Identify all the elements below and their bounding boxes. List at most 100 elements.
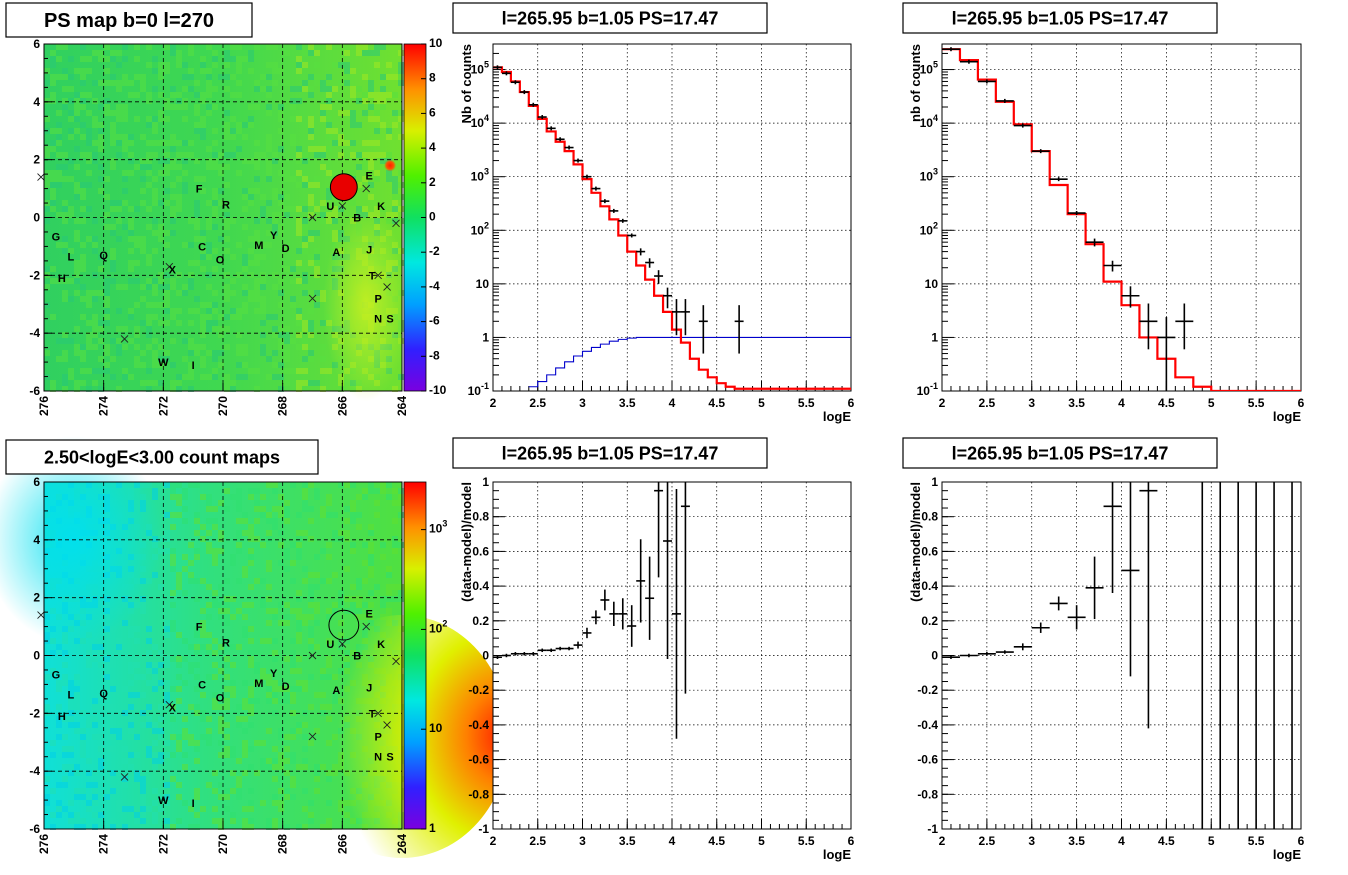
panel-5-x-tick-label: 3 bbox=[1028, 834, 1035, 848]
panel-0-colorbar-label: -6 bbox=[429, 314, 440, 328]
panel-3-source-label: A bbox=[332, 685, 340, 697]
panel-4-y-tick-label: 0.4 bbox=[472, 579, 489, 593]
panel-0-source-label: H bbox=[58, 273, 66, 285]
panel-3-source-label: J bbox=[366, 682, 372, 694]
panel-3-y-tick-label: -6 bbox=[29, 822, 40, 836]
panel-3-y-tick-label: 0 bbox=[33, 649, 40, 663]
panel-0-colorbar-label: -4 bbox=[429, 279, 440, 293]
panel-4-y-tick-label: 0.8 bbox=[472, 510, 489, 524]
panel-4-x-tick-label: 3.5 bbox=[619, 834, 636, 848]
panel-3-source-label: N bbox=[374, 752, 382, 764]
panel-5-y-tick-label: 0.2 bbox=[921, 614, 938, 628]
panel-0-warm-region bbox=[323, 207, 410, 402]
panel-2-x-tick-label: 3.5 bbox=[1068, 396, 1085, 410]
panel-0-colorbar-label: -8 bbox=[429, 348, 440, 362]
panel-4-x-axis-label: logE bbox=[823, 847, 851, 862]
panel-4-series-area bbox=[493, 482, 690, 739]
panel-1-x-tick-label: 2.5 bbox=[529, 396, 546, 410]
panel-3-source-label: K bbox=[377, 639, 385, 651]
panel-4-y-tick-label: -0.2 bbox=[468, 683, 489, 697]
panel-4-y-tick-label: -0.4 bbox=[468, 718, 489, 732]
panel-3-source-label: C bbox=[198, 679, 206, 691]
panel-4-x-tick-label: 2.5 bbox=[529, 834, 546, 848]
panel-0-source-label: A bbox=[332, 247, 340, 259]
panel-3-colorbar-label: 103 bbox=[429, 519, 447, 536]
panel-0-x-tick-label: 264 bbox=[395, 396, 409, 416]
panel-0-cross-marker bbox=[374, 271, 382, 280]
panel-3-source-label: P bbox=[374, 731, 381, 743]
panel-1-title-box bbox=[452, 2, 768, 34]
panel-2-plot: 2 2.5 3 3.5 4 4.5 5 5.5 6 10-1 1 10 102 103 104 105 logE… bbox=[908, 43, 1305, 424]
panel-5-x-tick-label: 5.5 bbox=[1248, 834, 1265, 848]
panel-0-colorbar-label: -2 bbox=[429, 244, 440, 258]
panel-4-y-tick-label: 1 bbox=[482, 475, 489, 489]
panel-0-source-label: R bbox=[222, 199, 230, 211]
panel-3-colorbar bbox=[404, 482, 426, 829]
panel-5-y-tick-label: -1 bbox=[927, 822, 938, 836]
panel-0-colorbar-label: 10 bbox=[429, 36, 443, 50]
panel-2-y-tick-label: 105 bbox=[920, 60, 938, 77]
panel-4-x-tick-label: 5.5 bbox=[798, 834, 815, 848]
panel-0-y-tick-label: 6 bbox=[33, 37, 40, 51]
panel-3-colorbar-label: 10 bbox=[429, 721, 443, 735]
panel-1-background-model bbox=[528, 336, 851, 388]
panel-3-source-label: H bbox=[58, 711, 66, 723]
panel-3-source-label: X bbox=[169, 703, 177, 715]
panel-2-title: l=265.95 b=1.05 PS=17.47 bbox=[952, 8, 1169, 28]
panel-1-model-histogram bbox=[493, 66, 851, 390]
panel-1-y-tick-label: 10 bbox=[476, 277, 490, 291]
panel-0-cross-marker bbox=[37, 173, 45, 181]
panel-4-y-axis-label: (data-model)/model bbox=[459, 482, 474, 602]
panel-2-y-tick-label: 104 bbox=[920, 113, 938, 130]
panel-0-source-label: T bbox=[369, 270, 376, 282]
panel-0-cross-marker bbox=[383, 283, 391, 291]
panel-5-y-tick-label: 1 bbox=[931, 475, 938, 489]
panel-0-cross-marker bbox=[362, 184, 371, 193]
panel-2-y-tick-label: 10-1 bbox=[917, 381, 938, 398]
panel-3-source-label: I bbox=[192, 798, 195, 810]
panel-0-source-label: D bbox=[282, 243, 290, 255]
panel-0-y-tick-label: 2 bbox=[33, 153, 40, 167]
panel-3-source-label: Y bbox=[270, 668, 278, 680]
panel-3-x-tick-label: 276 bbox=[37, 834, 51, 854]
panel-0-colorbar-label: 0 bbox=[429, 210, 436, 224]
panel-1-x-tick-label: 4 bbox=[669, 396, 676, 410]
panel-2-series-area bbox=[942, 47, 1301, 391]
panel-3-y-tick-label: 2 bbox=[33, 591, 40, 605]
panel-0-cross-marker bbox=[338, 202, 347, 210]
panel-3-cross-marker bbox=[120, 773, 129, 781]
panel-3-source-label: Q bbox=[99, 688, 108, 700]
panel-0-y-tick-label: 4 bbox=[33, 95, 40, 109]
panel-0-y-tick-label: -2 bbox=[29, 268, 40, 282]
panel-3-cross-marker bbox=[362, 622, 371, 631]
panel-0-cross-marker bbox=[308, 294, 317, 303]
panel-2-x-tick-label: 5 bbox=[1208, 396, 1215, 410]
panel-4-x-tick-label: 6 bbox=[848, 834, 855, 848]
panel-3-source-circle bbox=[328, 609, 360, 641]
panel-0-title: PS map b=0 l=270 bbox=[44, 10, 214, 32]
panel-0-source-label: K bbox=[377, 201, 385, 213]
panel-4-plot: 2 2.5 3 3.5 4 4.5 5 5.5 6 1 0.8 0.6 0.4 0.2 0 -0.2 -0.4 -… bbox=[459, 475, 855, 862]
panel-4-x-tick-label: 4.5 bbox=[708, 834, 725, 848]
panel-5-y-tick-label: -0.2 bbox=[917, 683, 938, 697]
panel-0-x-tick-label: 270 bbox=[216, 396, 230, 416]
panel-0-x-tick-label: 268 bbox=[276, 396, 290, 416]
panel-2-x-tick-label: 2.5 bbox=[979, 396, 996, 410]
panel-0-source-label: Q bbox=[99, 250, 108, 262]
panel-4-y-tick-label: -0.6 bbox=[468, 753, 489, 767]
panel-2-x-tick-label: 4 bbox=[1118, 396, 1125, 410]
panel-3-source-label: B bbox=[353, 651, 361, 663]
panel-5-y-tick-label: -0.8 bbox=[917, 787, 938, 801]
panel-3-y-tick-label: -2 bbox=[29, 706, 40, 720]
panel-2-frame bbox=[941, 43, 1302, 392]
panel-1-x-tick-label: 3.5 bbox=[619, 396, 636, 410]
panel-0-cross-marker bbox=[308, 213, 317, 222]
panel-1-y-axis-label: Nb of counts bbox=[459, 44, 474, 123]
panel-5-x-tick-label: 2.5 bbox=[979, 834, 996, 848]
panel-4-frame bbox=[492, 481, 852, 830]
panel-3-x-tick-label: 270 bbox=[216, 834, 230, 854]
panel-0-source-label: P bbox=[374, 293, 381, 305]
